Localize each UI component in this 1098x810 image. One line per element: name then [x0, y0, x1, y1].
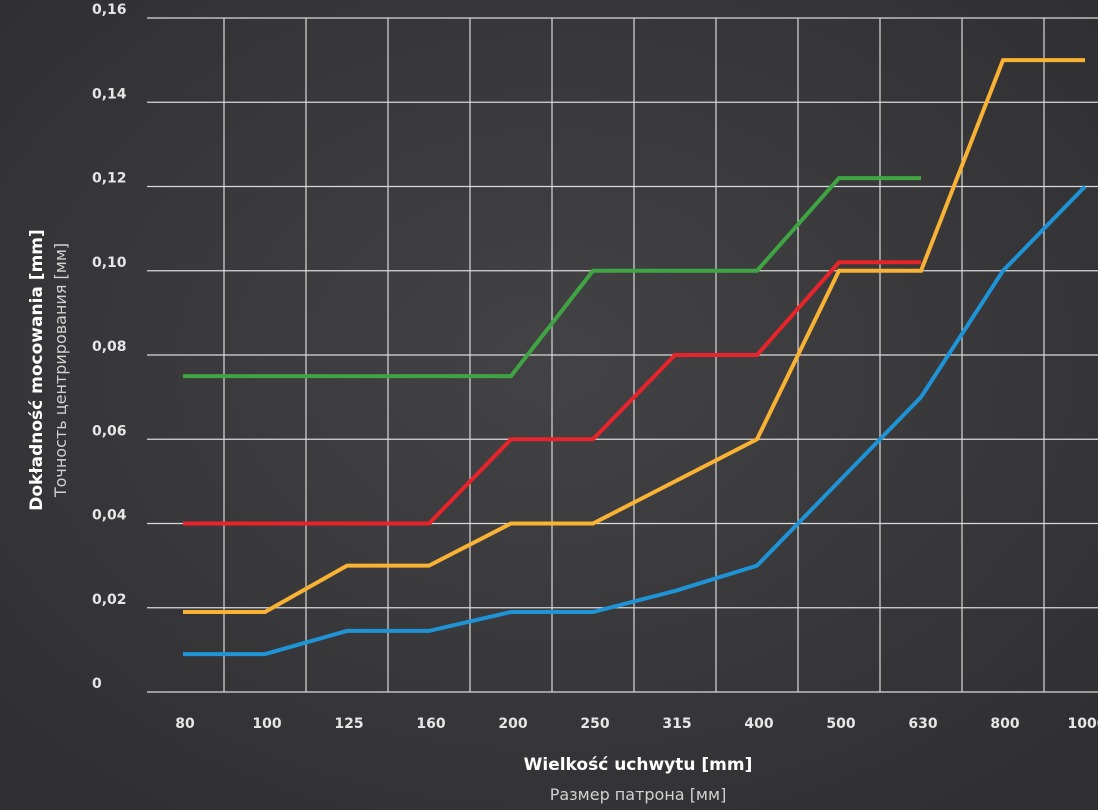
x-tick-label: 800: [990, 716, 1019, 732]
y-tick-label: 0,12: [92, 171, 127, 187]
y-axis-subtitle: Точность центрирования [мм]: [51, 243, 70, 498]
series-line-1: [183, 176, 921, 379]
x-tick-label: 630: [908, 716, 937, 732]
x-tick-label: 250: [580, 716, 609, 732]
x-tick-label: 100: [252, 716, 281, 732]
x-axis-title: Wielkość uchwytu [mm]: [524, 755, 753, 775]
y-tick-label: 0,10: [92, 255, 127, 271]
x-axis-ticks: 80 100 125 160 200 250 315 400 500 630 800 1000: [175, 716, 1098, 732]
y-tick-label: 0,06: [92, 423, 127, 439]
series-line-3: [183, 58, 1085, 614]
y-tick-label: 0,14: [92, 86, 127, 102]
y-axis-ticks: 0 0,02 0,04 0,06 0,08 0,10 0,12 0,14 0,16: [92, 2, 127, 692]
x-tick-label: 80: [175, 716, 195, 732]
x-tick-label: 400: [744, 716, 773, 732]
x-tick-label: 1000: [1068, 716, 1098, 732]
series-line-4: [183, 185, 1087, 657]
x-tick-label: 200: [498, 716, 527, 732]
x-tick-label: 315: [662, 716, 691, 732]
series-lines: [183, 58, 1087, 657]
x-tick-label: 160: [416, 716, 445, 732]
y-tick-label: 0,02: [92, 592, 127, 608]
series-line-2: [183, 260, 921, 526]
x-tick-label: 125: [334, 716, 363, 732]
y-tick-label: 0: [92, 676, 102, 692]
y-tick-label: 0,16: [92, 2, 127, 18]
x-axis-subtitle: Размер патрона [мм]: [550, 785, 727, 804]
x-tick-label: 500: [826, 716, 855, 732]
y-tick-label: 0,04: [92, 508, 127, 524]
y-tick-label: 0,08: [92, 339, 127, 355]
y-axis-title: Dokładność mocowania [mm]: [27, 229, 47, 511]
